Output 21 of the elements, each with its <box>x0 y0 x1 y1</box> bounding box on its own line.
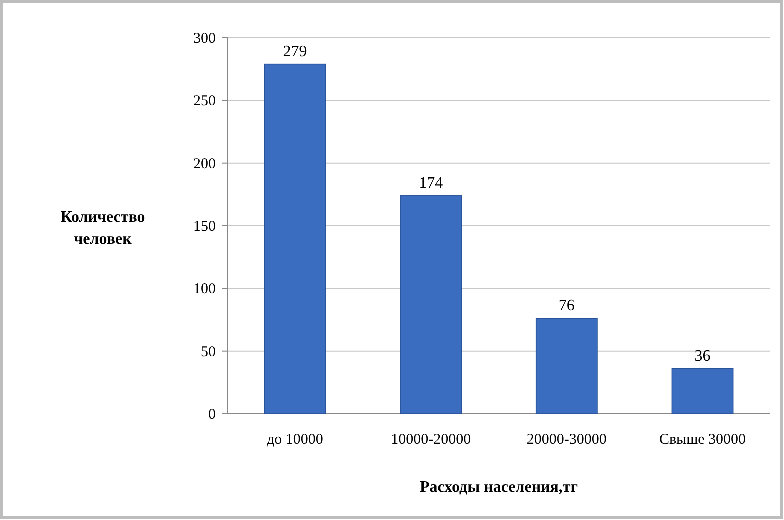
data-label: 76 <box>558 298 575 315</box>
x-tick-label: 10000-20000 <box>391 432 472 448</box>
y-tick-label: 150 <box>194 219 216 235</box>
bar <box>264 64 326 414</box>
x-tick-label: до 10000 <box>267 432 324 448</box>
y-tick-label: 0 <box>208 407 216 423</box>
y-tick-label: 100 <box>194 282 216 298</box>
x-axis-title: Расходы населения,тг <box>420 479 578 496</box>
data-label: 36 <box>694 348 711 365</box>
y-tick-label: 50 <box>201 344 216 360</box>
y-tick-label: 200 <box>194 156 216 172</box>
x-tick-label: 20000-30000 <box>526 432 607 448</box>
y-tick-label: 300 <box>194 31 216 47</box>
data-label: 279 <box>283 43 308 60</box>
y-tick-label: 250 <box>194 94 216 110</box>
x-tick-label: Свыше 30000 <box>659 432 746 448</box>
y-axis-title: Количество человек <box>60 209 146 248</box>
bar <box>672 368 734 414</box>
data-label: 174 <box>419 174 444 192</box>
bar <box>536 318 598 414</box>
bar <box>400 196 462 414</box>
